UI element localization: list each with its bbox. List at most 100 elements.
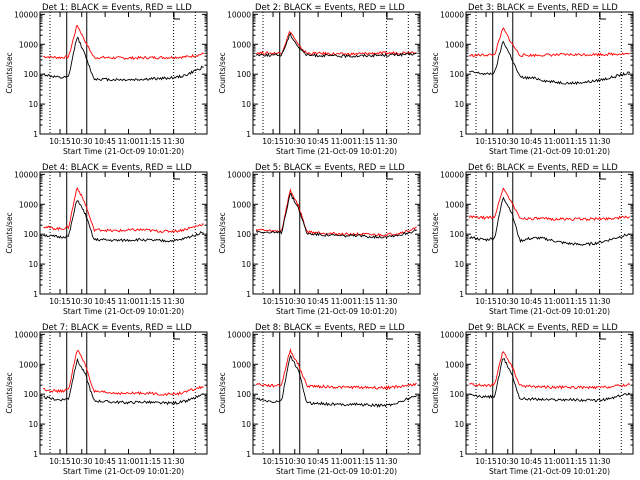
y-tick-label: 100 (450, 390, 465, 399)
y-axis-label: Counts/sec (5, 372, 14, 413)
y-tick-label: 10 (454, 100, 464, 109)
chart-panel-6: Det 6: BLACK = Events, RED = LLD 1 10 100 10… (431, 163, 634, 316)
x-tick-label: 11:30 (376, 137, 398, 146)
x-tick-label: 11:00 (331, 457, 353, 466)
y-tick-label: 1 (33, 130, 38, 139)
chart-title: Det 5: BLACK = Events, RED = LLD (255, 163, 405, 173)
y-tick-label: 1000 (19, 200, 38, 209)
x-tick-label: 11:30 (589, 297, 611, 306)
y-tick-label: 10000 (227, 330, 251, 339)
x-axis-label: Start Time (21-Oct-09 10:01:20) (63, 307, 184, 316)
y-axis-label: Counts/sec (431, 52, 440, 93)
x-tick-label: 10:30 (284, 457, 306, 466)
x-tick-label: 10:15 (49, 457, 71, 466)
series-line-events (469, 40, 631, 86)
x-tick-label: 10:45 (307, 457, 329, 466)
x-axis-label: Start Time (21-Oct-09 10:01:20) (276, 307, 397, 316)
plot-frame (39, 171, 208, 295)
x-tick-label: 10:30 (497, 297, 519, 306)
x-tick-label: 10:15 (475, 457, 497, 466)
x-tick-label: 10:45 (307, 137, 329, 146)
x-axis-label: Start Time (21-Oct-09 10:01:20) (63, 147, 184, 156)
y-tick-label: 100 (237, 390, 252, 399)
plot-frame (465, 331, 634, 455)
x-tick-label: 11:00 (544, 137, 566, 146)
x-tick-label: 11:30 (589, 457, 611, 466)
y-tick-label: 100 (450, 230, 465, 239)
y-tick-label: 10 (28, 260, 38, 269)
y-tick-label: 10 (28, 100, 38, 109)
x-tick-label: 10:45 (520, 137, 542, 146)
x-axis-label: Start Time (21-Oct-09 10:01:20) (489, 467, 610, 476)
bracket-marker (173, 172, 180, 180)
x-tick-label: 11:00 (331, 297, 353, 306)
chart-title: Det 9: BLACK = Events, RED = LLD (468, 323, 618, 333)
x-tick-label: 10:15 (262, 137, 284, 146)
bracket-marker (386, 12, 393, 20)
y-tick-label: 10000 (440, 10, 464, 19)
plot-frame (39, 331, 208, 455)
series-line-events (469, 358, 630, 403)
x-tick-label: 11:00 (118, 137, 140, 146)
y-tick-label: 1 (246, 290, 251, 299)
x-tick-label: 10:30 (497, 457, 519, 466)
x-tick-label: 10:15 (49, 137, 71, 146)
y-tick-label: 1000 (19, 40, 38, 49)
x-tick-label: 10:30 (497, 137, 519, 146)
x-tick-label: 10:45 (94, 297, 116, 306)
y-axis-label: Counts/sec (218, 52, 227, 93)
y-tick-label: 1 (459, 290, 464, 299)
x-tick-label: 11:00 (544, 297, 566, 306)
series-line-events (255, 192, 417, 240)
plot-frame (252, 11, 421, 135)
bracket-marker (599, 172, 606, 180)
x-tick-label: 10:15 (475, 137, 497, 146)
y-axis-label: Counts/sec (5, 212, 14, 253)
series-line-lld (468, 187, 631, 222)
x-tick-label: 10:15 (262, 297, 284, 306)
x-tick-label: 11:30 (163, 137, 185, 146)
series-line-events (469, 196, 631, 247)
y-tick-label: 1000 (445, 360, 464, 369)
x-tick-label: 11:15 (139, 457, 161, 466)
x-axis-label: Start Time (21-Oct-09 10:01:20) (63, 467, 184, 476)
chart-title: Det 3: BLACK = Events, RED = LLD (468, 3, 618, 13)
x-tick-label: 11:30 (163, 457, 185, 466)
chart-panel-7: Det 7: BLACK = Events, RED = LLD 1 10 100 10… (5, 323, 208, 476)
x-tick-label: 11:15 (565, 137, 587, 146)
y-tick-label: 10000 (14, 170, 38, 179)
y-axis-label: Counts/sec (218, 212, 227, 253)
x-tick-label: 11:30 (376, 297, 398, 306)
x-axis-label: Start Time (21-Oct-09 10:01:20) (276, 467, 397, 476)
x-tick-label: 10:15 (475, 297, 497, 306)
y-tick-label: 1000 (19, 360, 38, 369)
chart-title: Det 7: BLACK = Events, RED = LLD (42, 323, 192, 333)
x-tick-label: 11:00 (118, 297, 140, 306)
x-axis-label: Start Time (21-Oct-09 10:01:20) (489, 147, 610, 156)
y-tick-label: 10 (241, 420, 251, 429)
series-line-lld (255, 348, 417, 391)
y-tick-label: 1000 (445, 40, 464, 49)
y-tick-label: 100 (450, 70, 465, 79)
y-tick-label: 1 (33, 290, 38, 299)
x-tick-label: 10:15 (49, 297, 71, 306)
x-tick-label: 11:15 (352, 457, 374, 466)
y-tick-label: 10000 (440, 330, 464, 339)
series-line-events (43, 36, 204, 82)
y-tick-label: 100 (237, 70, 252, 79)
chart-title: Det 4: BLACK = Events, RED = LLD (42, 163, 192, 173)
series-line-events (43, 357, 204, 406)
x-tick-label: 10:30 (71, 137, 93, 146)
y-tick-label: 1 (33, 450, 38, 459)
series-line-lld (469, 351, 631, 390)
x-tick-label: 11:15 (139, 297, 161, 306)
x-tick-label: 10:45 (520, 457, 542, 466)
y-tick-label: 10 (241, 260, 251, 269)
chart-panel-9: Det 9: BLACK = Events, RED = LLD 1 10 100 10… (431, 323, 634, 476)
x-tick-label: 11:30 (376, 457, 398, 466)
y-tick-label: 10000 (14, 10, 38, 19)
chart-title: Det 1: BLACK = Events, RED = LLD (42, 3, 192, 13)
y-tick-label: 100 (24, 390, 39, 399)
x-tick-label: 10:30 (71, 297, 93, 306)
